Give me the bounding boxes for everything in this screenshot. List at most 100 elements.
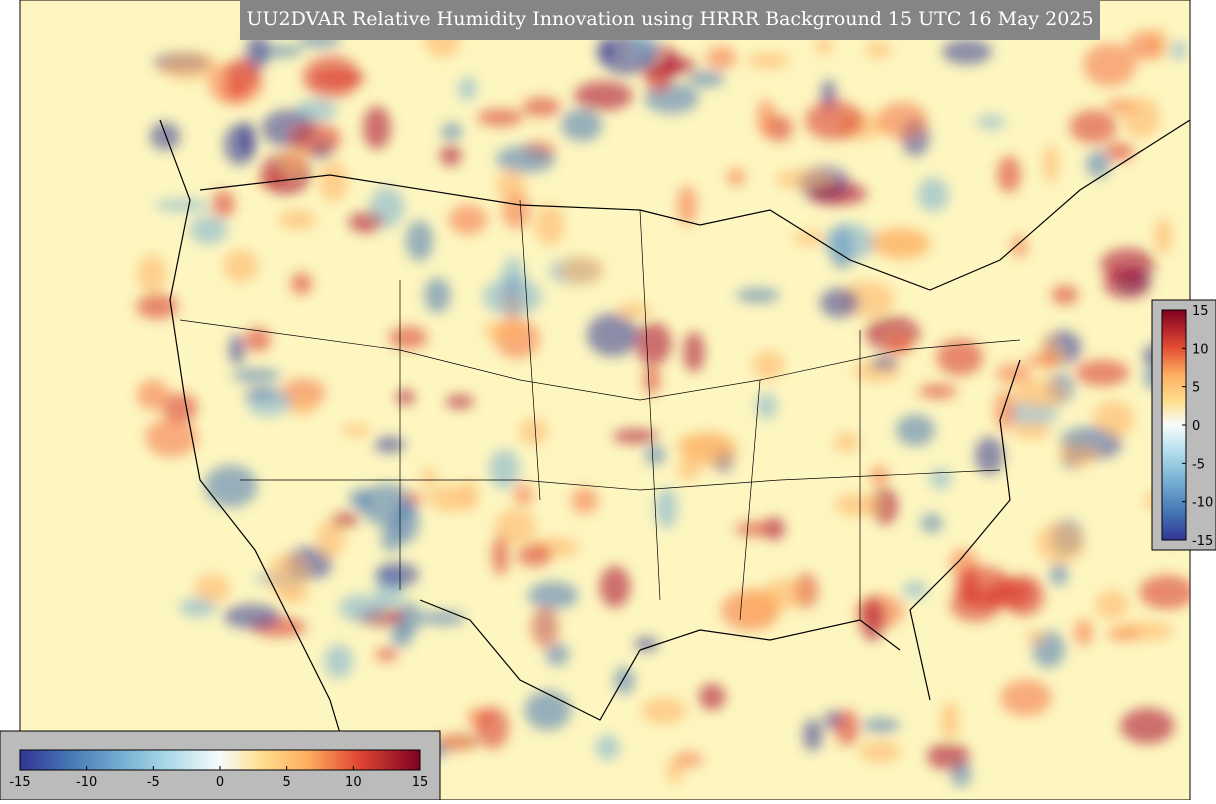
field-blob [643,363,660,396]
field-blob [747,52,791,69]
field-blob [792,231,825,246]
field-blob [159,51,219,81]
tick-label: 15 [412,775,429,790]
tick-label: 5 [283,775,291,790]
field-blob [1122,97,1161,138]
field-blob [1069,109,1117,144]
field-blob [441,122,463,141]
field-blob [1036,522,1085,564]
field-blob [1139,575,1190,610]
field-blob [162,392,198,423]
map-area [19,0,1191,801]
field-blob [1011,235,1028,259]
field-blob [936,339,984,376]
field-blob [136,293,179,320]
field-blob [494,508,537,546]
field-blob [1075,359,1130,386]
field-blob [349,488,371,510]
field-blob [245,33,270,71]
field-blob [527,581,579,610]
field-blob [834,493,881,517]
field-blob [136,254,167,293]
field-blob [815,36,833,55]
field-blob [331,512,359,528]
field-blob [674,751,704,768]
field-blob [223,604,281,629]
field-blob [635,322,672,365]
field-blob [835,709,860,746]
field-blob [726,167,746,187]
field-blob [1103,268,1151,299]
field-blob [375,562,420,587]
field-blob [1000,679,1052,717]
field-blob [278,590,310,603]
field-blob [545,642,570,666]
field-blob [495,145,556,174]
field-blob [420,610,466,626]
field-blob [1024,353,1059,367]
field-blob [867,228,927,257]
field-blob [764,517,785,541]
field-blob [395,389,415,406]
field-blob [1073,619,1094,647]
title: UU2DVAR Relative Humidity Innovation usi… [246,8,1093,30]
field-blob [316,520,346,558]
field-blob [640,697,687,725]
field-blob [291,272,312,295]
boundaries [159,119,1190,800]
field-blob [393,499,420,543]
field-blob [204,464,258,508]
field-blob [698,683,726,711]
field-blob [960,568,979,601]
field-blob [617,302,652,319]
tick-label: 10 [345,775,362,790]
field-blob [920,513,943,533]
field-blob [976,115,1006,130]
field-blob [833,432,860,453]
tick-label: -10 [76,775,97,790]
field-blob [246,388,292,417]
field-blob [522,97,561,117]
field-blob [571,487,599,514]
field-blob [1059,427,1113,448]
field-blob [940,701,960,740]
field-blob [428,484,469,513]
field-blob [280,378,326,408]
field-blob [755,392,778,420]
field-blob [310,70,366,87]
field-blob [458,76,477,101]
field-blob [149,122,181,151]
field-blob [995,363,1032,384]
field-blob [942,39,993,65]
field-blob [870,356,899,370]
field-blob [1025,630,1046,644]
field-blob [994,390,1017,431]
field-blob [560,108,603,142]
field-blob [448,204,488,235]
field-blob [886,333,912,356]
field-blob [596,37,615,64]
field-blob [501,191,531,230]
field-blob [1095,590,1129,620]
field-blob [231,368,281,383]
field-blob [1170,40,1188,61]
field-blob [677,457,700,482]
field-blob [735,521,773,537]
field-blob [1051,285,1079,305]
title-box [240,0,1100,40]
field-blob [388,326,428,349]
field-blob [267,554,309,598]
field-blob [655,487,678,529]
field-blob [517,543,552,567]
field-blob [688,70,725,88]
field-blob [929,468,952,490]
field-blob [1042,144,1059,184]
field-blob [488,449,520,489]
field-blob [282,148,305,174]
field-blob [595,734,620,760]
field-blob [424,277,451,314]
field-blob [348,211,383,233]
field-blob [756,98,776,138]
field-blob [189,215,228,245]
